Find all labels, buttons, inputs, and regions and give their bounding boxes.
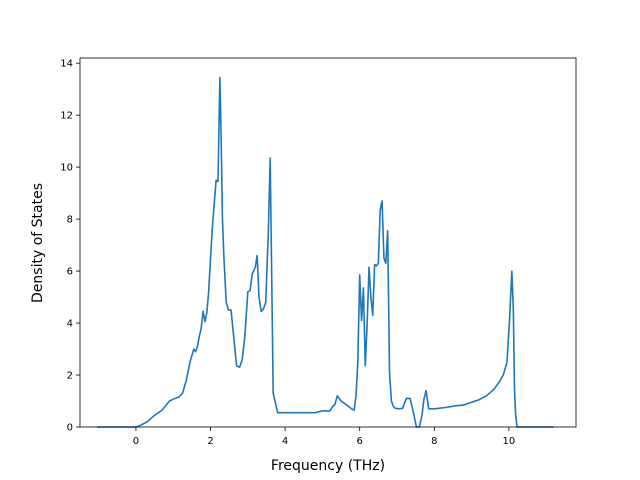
y-tick-label: 8 <box>67 215 73 226</box>
axes-frame <box>79 57 577 428</box>
x-tick-label: 10 <box>503 436 516 447</box>
x-tick-label: 2 <box>207 436 213 447</box>
x-tick-label: 4 <box>282 436 288 447</box>
plot-area <box>97 76 554 428</box>
y-tick-label: 12 <box>60 111 73 122</box>
y-tick-label: 2 <box>67 371 73 382</box>
x-tick-label: 8 <box>431 436 437 447</box>
axis-ticks: 0 2 4 6 8 10 0 2 4 6 8 10 12 14 <box>60 59 515 447</box>
y-tick-label: 10 <box>60 163 73 174</box>
x-tick-label: 6 <box>357 436 363 447</box>
y-tick-label: 4 <box>67 319 73 330</box>
y-tick-label: 0 <box>67 423 73 434</box>
y-tick-label: 6 <box>67 267 73 278</box>
x-axis-label: Frequency (THz) <box>271 458 385 474</box>
x-tick-label: 0 <box>133 436 139 447</box>
y-axis-label: Density of States <box>30 183 46 303</box>
dos-series-line <box>97 76 554 428</box>
y-tick-label: 14 <box>60 59 73 70</box>
